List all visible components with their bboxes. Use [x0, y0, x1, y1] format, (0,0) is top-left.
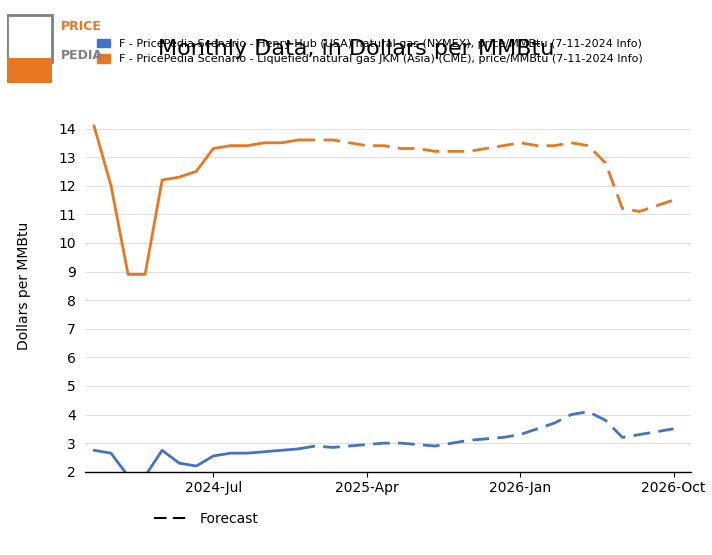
- Legend: Forecast: Forecast: [149, 507, 264, 532]
- Text: PRICE: PRICE: [61, 21, 102, 33]
- Text: Monthly Data, in Dollars per MMBtu: Monthly Data, in Dollars per MMBtu: [158, 39, 554, 59]
- Text: PEDIA: PEDIA: [61, 49, 103, 62]
- Y-axis label: Dollars per MMBtu: Dollars per MMBtu: [17, 221, 31, 350]
- FancyBboxPatch shape: [7, 58, 52, 83]
